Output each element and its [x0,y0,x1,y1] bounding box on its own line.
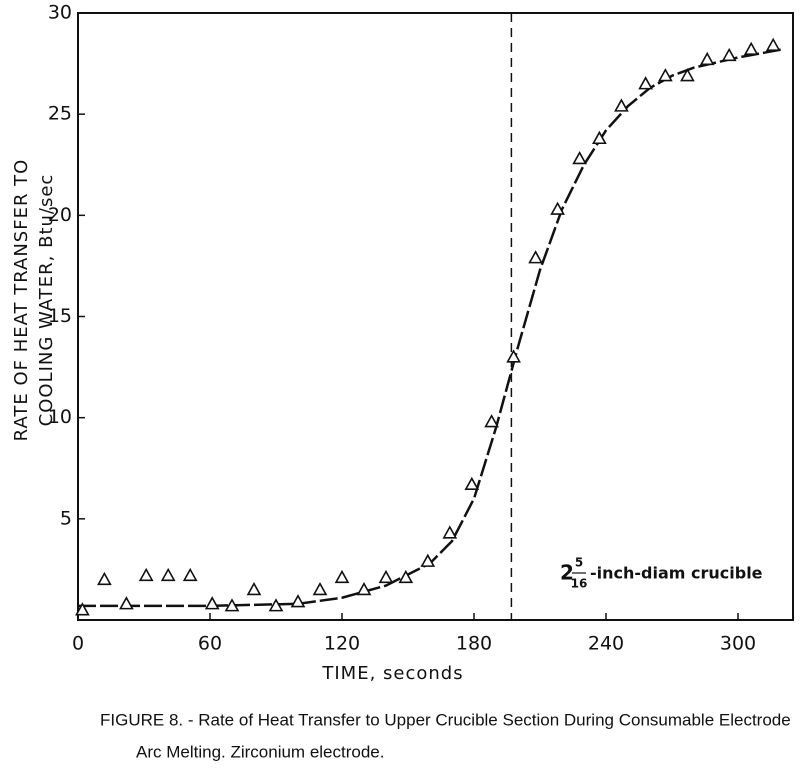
annotation-denominator: 16 [571,577,588,591]
data-point [592,130,607,145]
caption: FIGURE 8. - Rate of Heat Transfer to Upp… [100,710,791,729]
caption: Arc Melting. Zirconium electrode. [136,742,384,761]
data-point [638,76,653,90]
data-point [398,569,414,584]
data-point [182,567,198,582]
data-point [312,582,328,596]
data-point [743,41,759,56]
y-axis-label: RATE OF HEAT TRANSFER TO [11,159,32,442]
annotation-whole: 2 [560,561,574,585]
data-point [721,47,737,62]
data-point [356,582,372,596]
y-tick-label: 5 [60,507,72,529]
x-tick-label: 60 [198,633,222,655]
data-point [268,598,284,612]
data-point [160,567,176,582]
x-tick-label: 240 [588,633,624,655]
x-axis-label: TIME, seconds [321,663,463,684]
data-point [699,51,715,66]
data-point [506,349,521,363]
data-point [204,596,220,610]
y-tick-label: 15 [48,305,72,327]
annotation-numerator: 5 [575,556,583,570]
y-axis-label: COOLING WATER, Btu/sec [36,174,57,427]
data-point [550,201,565,215]
data-point [224,598,240,612]
x-tick-label: 300 [720,633,756,655]
data-point [658,68,673,82]
data-point [378,569,394,584]
data-point [290,594,306,608]
annotation-text: -inch-diam crucible [590,564,763,583]
data-point [680,68,695,82]
data-point [420,553,436,567]
x-tick-label: 120 [324,633,360,655]
data-point [528,250,543,264]
x-tick-label: 180 [456,633,492,655]
data-point [97,571,112,586]
y-tick-label: 10 [48,406,72,428]
data-point [765,37,781,51]
fit-curve [78,48,783,608]
y-tick-label: 20 [48,204,72,226]
data-point [119,596,134,610]
data-point [75,602,90,616]
plot-frame [77,12,794,621]
data-point [614,98,629,112]
data-point [246,582,262,596]
data-point [572,151,587,165]
annotation: 2 5 16 -inch-diam crucible [560,556,763,591]
y-tick-label: 30 [48,2,72,24]
y-tick-label: 25 [48,103,72,125]
data-point [484,414,499,428]
x-tick-label: 0 [72,633,84,655]
data-point [442,525,458,539]
data-point [464,476,480,491]
data-point [334,569,350,584]
data-point [138,567,154,582]
